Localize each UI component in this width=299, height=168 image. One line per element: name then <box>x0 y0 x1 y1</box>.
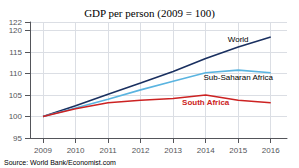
svg-text:122: 122 <box>9 18 23 27</box>
svg-text:2014: 2014 <box>197 146 215 155</box>
svg-text:2011: 2011 <box>99 146 117 155</box>
svg-text:2012: 2012 <box>132 146 150 155</box>
svg-text:2009: 2009 <box>34 146 52 155</box>
svg-text:105: 105 <box>9 91 23 100</box>
svg-text:120: 120 <box>9 26 23 35</box>
svg-text:2013: 2013 <box>164 146 182 155</box>
svg-text:2016: 2016 <box>262 146 280 155</box>
svg-text:95: 95 <box>13 134 22 143</box>
svg-text:Source: World Bank/Economist.c: Source: World Bank/Economist.com <box>4 159 116 166</box>
svg-text:2010: 2010 <box>67 146 85 155</box>
svg-text:South Africa: South Africa <box>182 98 230 107</box>
svg-text:115: 115 <box>9 48 22 57</box>
svg-text:GDP per person (2009 = 100): GDP per person (2009 = 100) <box>84 7 215 20</box>
svg-text:2015: 2015 <box>229 146 247 155</box>
svg-text:110: 110 <box>9 69 22 78</box>
svg-text:100: 100 <box>9 112 23 121</box>
svg-text:World: World <box>228 35 249 44</box>
svg-text:Sub-Saharan Africa: Sub-Saharan Africa <box>204 73 274 82</box>
